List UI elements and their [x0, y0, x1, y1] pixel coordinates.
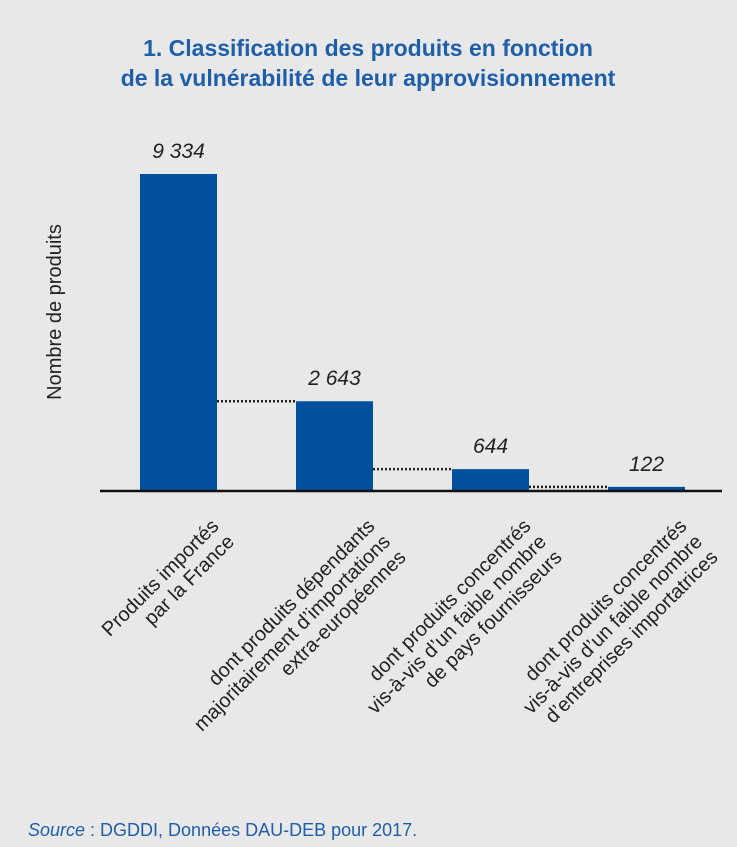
- bar-4: [608, 486, 685, 491]
- bar-3: [452, 469, 529, 491]
- chart-title-line-1: 1. Classification des produits en foncti…: [143, 35, 593, 61]
- bar-1: [140, 174, 217, 491]
- y-axis-label: Nombre de produits: [44, 224, 66, 400]
- source-label: Source: [28, 820, 85, 840]
- source-text: : DGDDI, Données DAU-DEB pour 2017.: [85, 820, 417, 840]
- data-label-1: 9 334: [152, 140, 205, 163]
- data-label-2: 2 643: [307, 367, 361, 390]
- data-label-4: 122: [629, 453, 664, 476]
- bar-2: [296, 401, 373, 491]
- category-label-1: Produits importéspar la France: [98, 515, 239, 656]
- data-label-3: 644: [473, 435, 508, 458]
- chart-title-line-2: de la vulnérabilité de leur approvisionn…: [121, 65, 616, 91]
- source-note: Source : DGDDI, Données DAU-DEB pour 201…: [28, 820, 417, 840]
